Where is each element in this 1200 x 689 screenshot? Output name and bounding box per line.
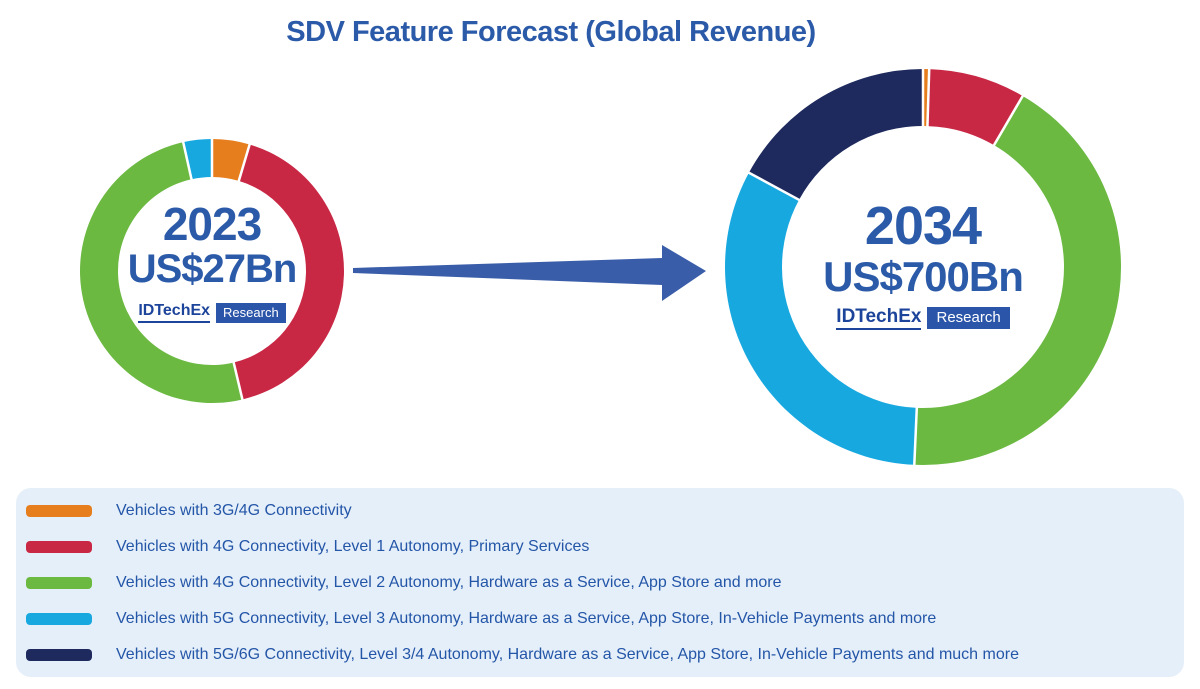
legend-swatch-green bbox=[26, 576, 92, 589]
legend-swatch-cyan bbox=[26, 612, 92, 625]
donut-segment bbox=[233, 144, 345, 400]
research-badge: Research bbox=[927, 307, 1010, 330]
legend-label: Vehicles with 4G Connectivity, Level 1 A… bbox=[116, 537, 590, 555]
segment-divider bbox=[747, 171, 801, 202]
legend-item-4g-l1: Vehicles with 4G Connectivity, Level 1 A… bbox=[16, 529, 1184, 565]
legend-label: Vehicles with 5G Connectivity, Level 3 A… bbox=[116, 609, 937, 627]
donut-segment bbox=[914, 95, 1121, 465]
donut-center-2034: 2034 US$700Bn IDTechEx Research bbox=[773, 198, 1073, 330]
legend-swatch-navy bbox=[26, 648, 92, 661]
legend-item-3g4g: Vehicles with 3G/4G Connectivity bbox=[16, 493, 1184, 529]
idtechex-logo: IDTechEx Research bbox=[773, 307, 1073, 330]
legend-swatch-orange bbox=[26, 504, 92, 517]
donut-chart-2023 bbox=[80, 138, 345, 403]
donut-center-2023: 2023 US$27Bn IDTechEx Research bbox=[92, 200, 332, 323]
donut-segment bbox=[748, 69, 923, 200]
year-label-2034: 2034 bbox=[864, 196, 982, 256]
value-label-2034: US$700Bn bbox=[823, 253, 1024, 300]
legend-item-4g-l2: Vehicles with 4G Connectivity, Level 2 A… bbox=[16, 565, 1184, 601]
donut-segment bbox=[212, 139, 250, 181]
year-label-2023: 2023 bbox=[162, 198, 262, 250]
idtechex-logo: IDTechEx Research bbox=[92, 302, 332, 323]
value-label-2023: US$27Bn bbox=[127, 247, 298, 291]
segment-divider bbox=[926, 68, 931, 128]
segment-divider bbox=[232, 361, 244, 401]
segment-divider bbox=[237, 143, 252, 183]
legend-item-5g6g-l34: Vehicles with 5G/6G Connectivity, Level … bbox=[16, 637, 1184, 673]
segment-divider bbox=[992, 94, 1025, 147]
legend-label: Vehicles with 4G Connectivity, Level 2 A… bbox=[116, 573, 782, 591]
legend: Vehicles with 3G/4G Connectivity Vehicle… bbox=[16, 488, 1184, 677]
donut-segment bbox=[724, 172, 917, 465]
growth-arrow bbox=[353, 245, 706, 301]
legend-item-5g-l3: Vehicles with 5G Connectivity, Level 3 A… bbox=[16, 601, 1184, 637]
page-title: SDV Feature Forecast (Global Revenue) bbox=[286, 16, 816, 48]
segment-divider bbox=[181, 140, 193, 181]
idtechex-wordmark: IDTechEx bbox=[836, 307, 922, 330]
legend-swatch-red bbox=[26, 540, 92, 553]
donut-chart-2034 bbox=[724, 68, 1121, 466]
legend-label: Vehicles with 5G/6G Connectivity, Level … bbox=[116, 645, 1019, 663]
idtechex-wordmark: IDTechEx bbox=[138, 302, 211, 323]
donut-segment bbox=[927, 69, 1023, 146]
segment-divider bbox=[913, 406, 919, 466]
research-badge: Research bbox=[216, 303, 286, 323]
legend-label: Vehicles with 3G/4G Connectivity bbox=[116, 501, 352, 519]
donut-segment bbox=[80, 142, 243, 403]
